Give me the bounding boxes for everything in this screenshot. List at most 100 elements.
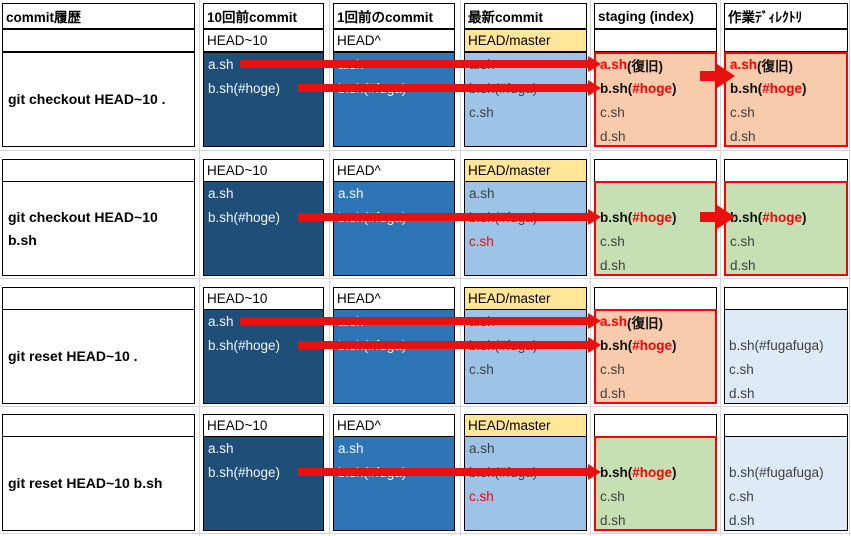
old-files-cell: a.sh b.sh(#hoge) bbox=[203, 181, 324, 276]
staging-files-cell: a.sh (復旧) b.sh(#hoge) c.sh d.sh bbox=[594, 309, 717, 404]
ref-label-latest: HEAD/master bbox=[464, 414, 587, 437]
file-line: c.sh bbox=[725, 358, 847, 382]
file-name-segment: d.sh bbox=[600, 385, 626, 401]
file-name-segment: c.sh bbox=[729, 361, 754, 377]
file-name-segment: c.sh bbox=[469, 104, 494, 120]
ref-label-latest: HEAD/master bbox=[464, 287, 587, 310]
column-header-prev: 1回前のcommit bbox=[333, 3, 455, 29]
git-command-cell: git reset HEAD~10 b.sh bbox=[2, 436, 195, 531]
staging-files-cell: b.sh(#hoge) c.sh d.sh bbox=[594, 181, 717, 276]
ref-label-prev: HEAD^ bbox=[333, 29, 455, 52]
flow-arrow-head-icon bbox=[588, 208, 601, 225]
gridline bbox=[720, 0, 721, 536]
stage-to-workdir-arrow-head-icon bbox=[717, 204, 735, 229]
file-line: d.sh bbox=[726, 253, 846, 277]
workdir-label-spacer bbox=[724, 159, 848, 182]
git-command-text: git reset HEAD~10 b.sh bbox=[8, 475, 163, 491]
workdir-files-cell: a.sh (復旧) b.sh(#hoge) c.sh d.sh bbox=[724, 52, 848, 147]
column-header-history: commit履歴 bbox=[2, 3, 195, 29]
history-label-spacer bbox=[2, 414, 195, 437]
column-header-old: 10回前commit bbox=[203, 3, 324, 29]
file-name-segment: b.sh(#hoge) bbox=[208, 81, 281, 97]
file-name-segment: b.sh(#hoge) bbox=[208, 210, 281, 226]
file-line: a.sh bbox=[204, 53, 323, 77]
gridline bbox=[849, 0, 850, 536]
file-name-segment: (復旧) bbox=[627, 315, 664, 331]
file-line: b.sh(#hoge) bbox=[204, 77, 323, 101]
file-line: a.sh bbox=[465, 182, 586, 206]
file-name-segment: d.sh bbox=[600, 128, 626, 144]
ref-label-old: HEAD~10 bbox=[203, 287, 324, 310]
file-name-segment: ) bbox=[672, 465, 677, 481]
prev-files-cell: a.shb.sh(#fuga) bbox=[333, 436, 455, 531]
latest-files-cell: a.shb.sh(#fuga)c.sh bbox=[464, 181, 587, 276]
file-name-segment: b.sh(#fugafuga) bbox=[729, 338, 824, 354]
column-header-workdir: 作業ﾃﾞｨﾚｸﾄﾘ bbox=[724, 3, 848, 29]
file-name-segment: ) bbox=[672, 81, 677, 97]
staging-label-spacer bbox=[594, 414, 717, 437]
file-line: d.sh bbox=[596, 124, 715, 148]
file-line: b.sh(#fugafuga) bbox=[725, 461, 847, 485]
file-name-segment: ) bbox=[672, 338, 677, 354]
file-name-segment: #hoge bbox=[632, 210, 673, 226]
flow-arrow-head-icon bbox=[588, 79, 601, 96]
file-name-segment: #hoge bbox=[632, 338, 673, 354]
file-line: c.sh bbox=[465, 358, 586, 382]
file-line: a.sh bbox=[334, 182, 454, 206]
file-line: d.sh bbox=[725, 508, 847, 532]
file-line: b.sh(#hoge) bbox=[596, 206, 715, 230]
file-line: c.sh bbox=[465, 485, 586, 509]
file-name-segment: #hoge bbox=[762, 81, 803, 97]
workdir-label-spacer bbox=[724, 287, 848, 310]
file-line: c.sh bbox=[596, 358, 715, 382]
ref-label-latest: HEAD/master bbox=[464, 29, 587, 52]
file-line: d.sh bbox=[726, 124, 846, 148]
file-line: a.sh bbox=[334, 437, 454, 461]
staging-files-cell: a.sh (復旧) b.sh(#hoge) c.sh d.sh bbox=[594, 52, 717, 147]
ref-label-old: HEAD~10 bbox=[203, 159, 324, 182]
file-line: d.sh bbox=[596, 253, 715, 277]
file-line: a.sh bbox=[204, 310, 323, 334]
file-name-segment: #hoge bbox=[762, 210, 803, 226]
file-name-segment: ) bbox=[802, 210, 807, 226]
flow-arrow-icon bbox=[298, 212, 589, 221]
staging-label-spacer bbox=[594, 287, 717, 310]
stage-to-workdir-arrow-icon bbox=[700, 70, 717, 81]
flow-arrow-head-icon bbox=[588, 55, 601, 72]
file-line: b.sh(#hoge) bbox=[204, 461, 323, 485]
file-name-segment: c.sh bbox=[469, 233, 494, 249]
flow-arrow-head-icon bbox=[588, 336, 601, 353]
gridline bbox=[460, 0, 461, 536]
file-name-segment: b.sh( bbox=[600, 338, 633, 354]
staging-label-spacer bbox=[594, 159, 717, 182]
file-name-segment: b.sh( bbox=[730, 210, 763, 226]
file-line: a.sh (復旧) bbox=[596, 310, 715, 334]
file-line: b.sh(#fugafuga) bbox=[725, 334, 847, 358]
file-name-segment: a.sh bbox=[600, 57, 628, 73]
staging-label-spacer bbox=[594, 29, 717, 52]
file-name-segment: b.sh( bbox=[600, 81, 633, 97]
file-line: c.sh bbox=[596, 101, 715, 125]
ref-label-prev: HEAD^ bbox=[333, 414, 455, 437]
file-name-segment: a.sh bbox=[338, 441, 364, 457]
ref-label-old: HEAD~10 bbox=[203, 414, 324, 437]
git-command-cell: git checkout HEAD~10 . bbox=[2, 52, 195, 147]
file-name-segment: c.sh bbox=[600, 361, 625, 377]
file-name-segment: a.sh bbox=[208, 186, 234, 202]
file-line: a.sh bbox=[204, 182, 323, 206]
file-line: a.sh (復旧) bbox=[596, 53, 715, 77]
file-line: c.sh bbox=[725, 485, 847, 509]
stage-to-workdir-arrow-icon bbox=[700, 211, 717, 222]
file-name-segment: a.sh bbox=[338, 186, 364, 202]
column-header-latest: 最新commit bbox=[464, 3, 587, 29]
file-line: c.sh bbox=[726, 101, 846, 125]
flow-arrow-head-icon bbox=[588, 312, 601, 329]
ref-label-latest: HEAD/master bbox=[464, 159, 587, 182]
flow-arrow-icon bbox=[240, 59, 589, 68]
file-line: c.sh bbox=[465, 101, 586, 125]
ref-label-old: HEAD~10 bbox=[203, 29, 324, 52]
gridline bbox=[590, 0, 591, 536]
file-name-segment: d.sh bbox=[729, 385, 755, 401]
file-name-segment: a.sh bbox=[208, 441, 234, 457]
latest-files-cell: a.shb.sh(#fuga)c.sh bbox=[464, 436, 587, 531]
